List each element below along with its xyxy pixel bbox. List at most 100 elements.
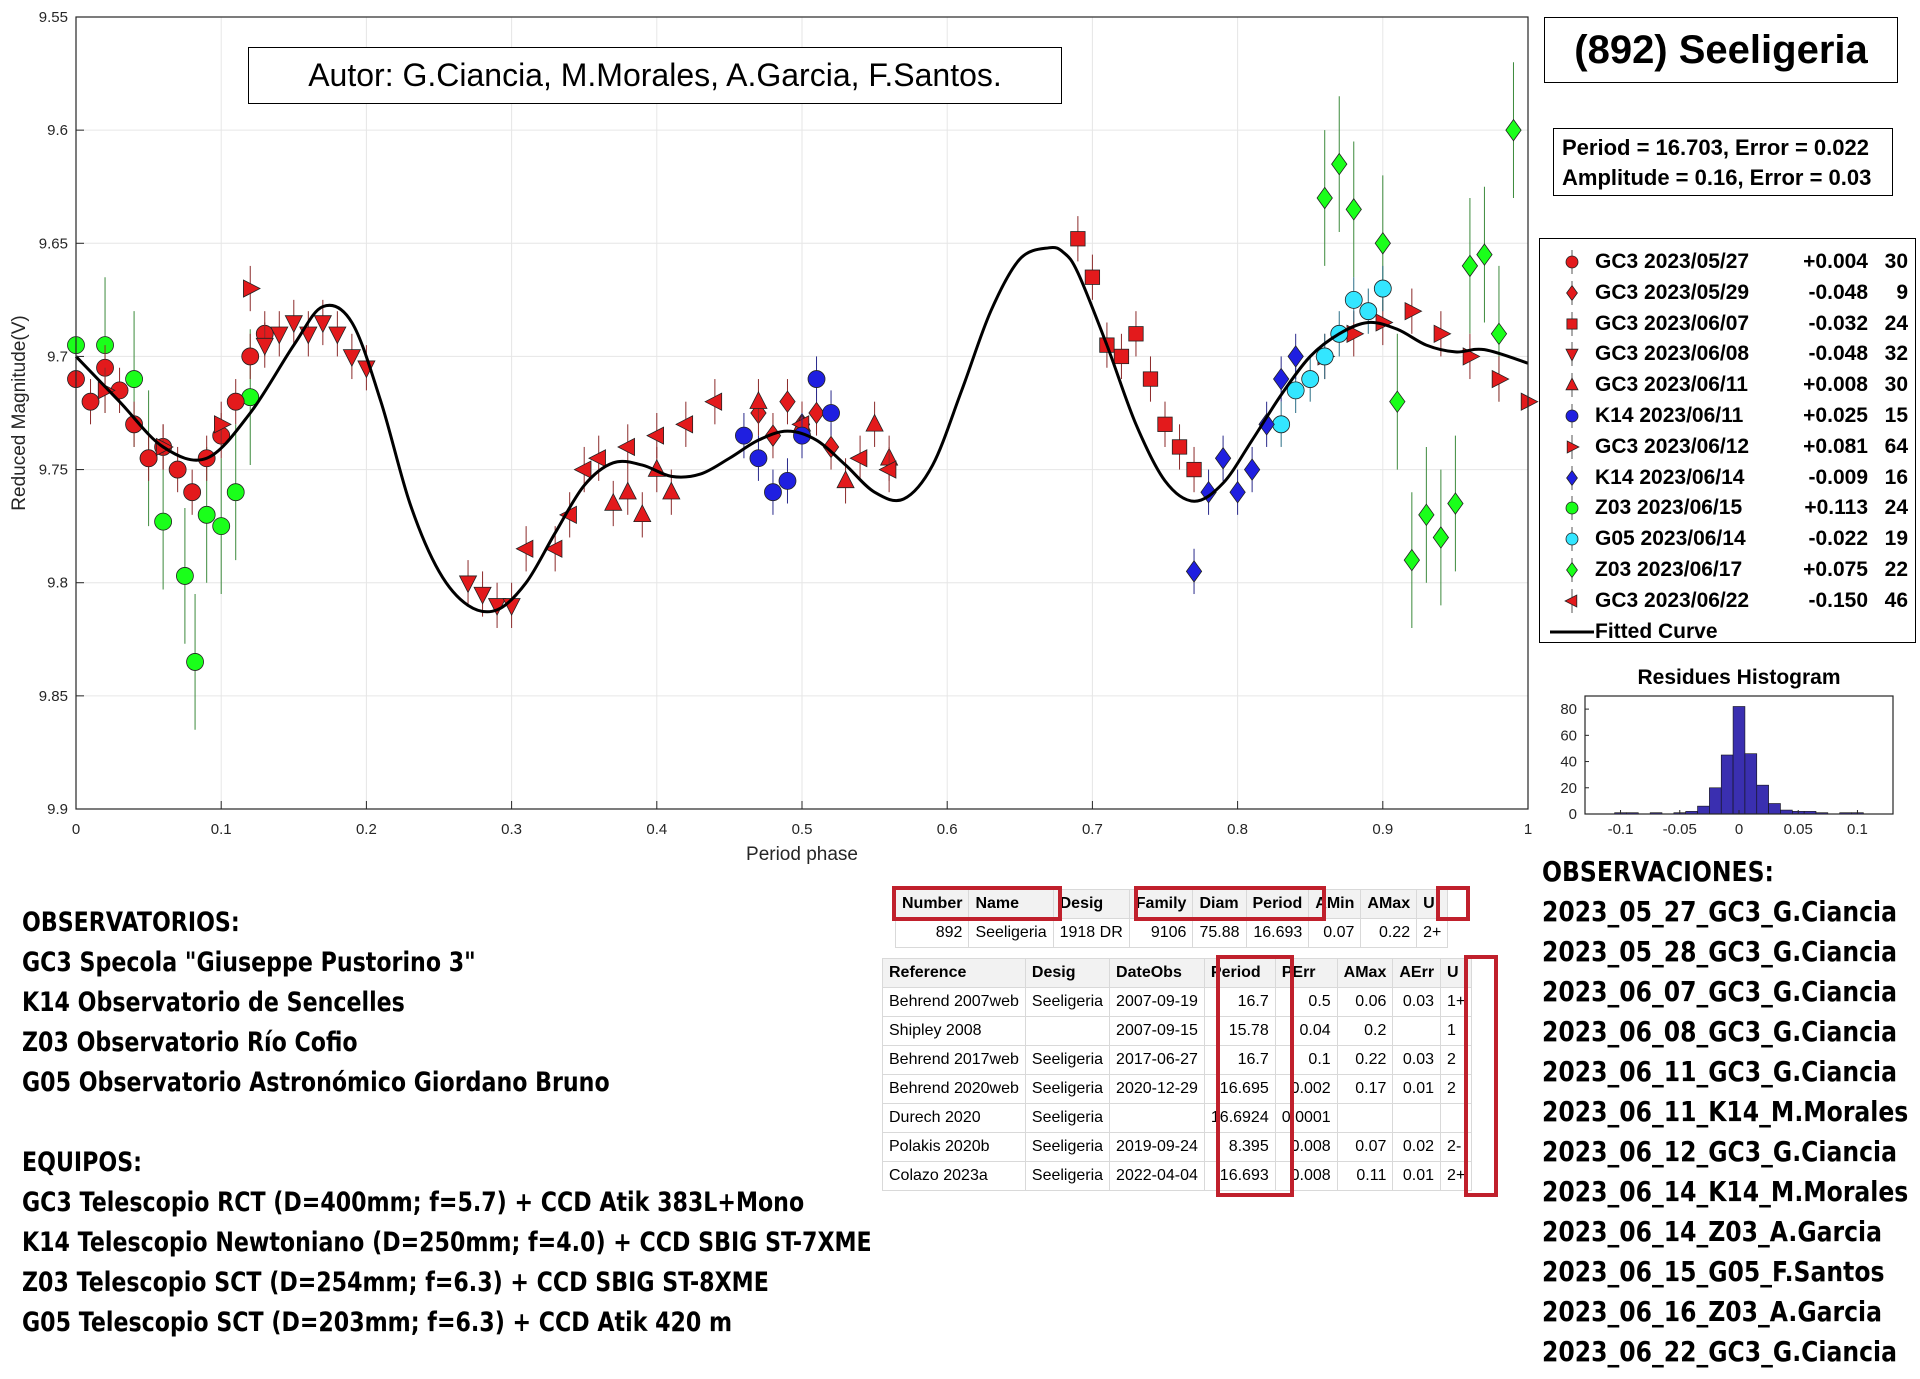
- table-cell: 2019-09-24: [1109, 1132, 1205, 1162]
- table-cell: 75.88: [1192, 918, 1247, 948]
- data-point: [241, 347, 260, 366]
- column-header: Name: [968, 889, 1054, 919]
- data-point: [808, 401, 825, 425]
- table-cell: 0.07: [1308, 918, 1362, 948]
- table-cell: 0.22: [1360, 918, 1418, 948]
- main-plot-ticks: 0 0.1 0.2 0.3 0.4 0.5 0.6 0.7 0.8 0.9 1 9.55 9.6 9.65…: [39, 9, 1532, 838]
- data-point: [1345, 198, 1362, 221]
- legend-offset: +0.113: [1804, 496, 1868, 520]
- table-cell: 2022-04-04: [1109, 1161, 1205, 1191]
- legend-count: 22: [1884, 558, 1908, 581]
- observatorios-heading: OBSERVATORIOS:: [22, 907, 240, 938]
- observatorio-line: GC3 Specola "Giuseppe Pustorino 3": [22, 947, 476, 978]
- data-point: [342, 349, 362, 368]
- data-point: [749, 449, 768, 468]
- table-row: Behrend 2007web Seeligeria 2007-09-19 16.7 0…: [882, 987, 1473, 1017]
- observacion-line: 2023_05_28_GC3_G.Ciancia: [1542, 935, 1897, 968]
- data-point: [822, 435, 840, 459]
- histogram-bar: [1756, 784, 1769, 815]
- data-point: [183, 483, 202, 502]
- chart-title: (892) Seeligeria: [1574, 27, 1868, 72]
- data-point: [573, 460, 592, 479]
- hist-y-tick-label: 80: [1560, 701, 1577, 718]
- legend-entry: GC3 2023/06/12 +0.081 64: [1540, 432, 1915, 462]
- y-tick-label: 9.6: [47, 122, 68, 139]
- legend-offset: -0.022: [1808, 527, 1868, 551]
- histogram-bars: [1614, 706, 1864, 815]
- legend-swatch: [1566, 311, 1578, 336]
- table-cell: 0.11: [1336, 1161, 1394, 1191]
- histogram-bar: [1768, 803, 1781, 815]
- legend-offset: -0.009: [1808, 465, 1868, 489]
- legend-entry: GC3 2023/05/29 -0.048 9: [1540, 278, 1915, 308]
- hist-y-tick-label: 20: [1560, 780, 1577, 797]
- legend-label: GC3 2023/06/08: [1595, 342, 1750, 366]
- y-tick-label: 9.55: [39, 9, 68, 26]
- table-cell: 16.6924: [1203, 1103, 1276, 1133]
- legend-entry: GC3 2023/06/07 -0.032 24: [1540, 309, 1915, 339]
- data-point: [213, 415, 232, 434]
- legend-label: G05 2023/06/14: [1595, 527, 1746, 551]
- data-point: [1315, 347, 1334, 366]
- column-header: DateObs: [1109, 958, 1205, 988]
- data-point: [1185, 560, 1203, 583]
- histogram-bar: [1744, 753, 1758, 815]
- table-cell: Polakis 2020b: [882, 1132, 1026, 1162]
- legend-count: 24: [1884, 311, 1908, 335]
- legend-offset: +0.008: [1803, 373, 1868, 397]
- table-cell: Seeligeria: [1024, 987, 1111, 1017]
- data-point: [807, 370, 826, 388]
- x-tick-label: 0.2: [356, 821, 377, 838]
- y-tick-label: 9.9: [47, 801, 68, 818]
- observatorio-line: G05 Observatorio Astronómico Giordano Br…: [22, 1067, 610, 1098]
- table-cell: [1392, 1016, 1442, 1046]
- lcdb-summary-header-row: Number Name Desig Family Diam Period AMi…: [894, 889, 1449, 919]
- observacion-line: 2023_06_14_Z03_A.Garcia: [1542, 1215, 1882, 1248]
- table-cell: 0.01: [1392, 1161, 1442, 1191]
- legend-marker: [1566, 318, 1578, 330]
- legend-entry: GC3 2023/05/27 +0.004 30: [1540, 247, 1915, 277]
- legend-entry: Z03 2023/06/17 +0.075 22: [1540, 555, 1915, 585]
- legend-entry: Fitted Curve: [1540, 617, 1915, 647]
- data-point: [764, 483, 782, 502]
- hist-x-tick-label: 0.1: [1847, 821, 1868, 838]
- table-cell: 0.07: [1336, 1132, 1394, 1162]
- observacion-line: 2023_06_14_K14_M.Morales: [1542, 1175, 1909, 1208]
- x-tick-label: 0: [72, 821, 80, 838]
- legend-offset: -0.048: [1808, 342, 1868, 366]
- legend-swatch: [1565, 527, 1579, 552]
- table-cell: Shipley 2008: [882, 1016, 1026, 1046]
- lcdb-summary-row: 892 Seeligeria 1918 DR 9106 75.88 16.693…: [894, 918, 1449, 948]
- hist-x-tick-label: -0.1: [1608, 821, 1634, 838]
- legend-count: 46: [1884, 588, 1908, 612]
- table-cell: [1109, 1103, 1205, 1133]
- data-point: [175, 567, 194, 585]
- data-point: [1070, 231, 1086, 247]
- table-cell: Seeligeria: [1024, 1074, 1111, 1104]
- legend-label: Fitted Curve: [1595, 619, 1718, 643]
- legend-entry: GC3 2023/06/08 -0.048 32: [1540, 339, 1915, 369]
- data-point: [1433, 324, 1452, 343]
- table-cell: 0.01: [1392, 1074, 1442, 1104]
- legend-marker: [1565, 255, 1579, 269]
- data-point: [1214, 446, 1232, 470]
- legend-swatch: [1565, 373, 1579, 398]
- x-tick-label: 0.5: [792, 821, 813, 838]
- data-point: [1374, 231, 1391, 255]
- legend-swatch: [1566, 280, 1578, 305]
- data-point: [243, 279, 261, 298]
- table-cell: 2+: [1416, 918, 1449, 948]
- legend-swatch: [1564, 588, 1578, 613]
- column-header: Number: [894, 889, 970, 919]
- data-point: [604, 492, 623, 511]
- histogram-bar: [1732, 706, 1746, 815]
- y-tick-label: 9.75: [39, 462, 68, 479]
- table-cell: Seeligeria: [1024, 1132, 1111, 1162]
- legend-swatch: [1550, 630, 1594, 634]
- legend-count: 32: [1884, 342, 1908, 366]
- legend-marker: [1565, 409, 1579, 423]
- legend-label: K14 2023/06/11: [1595, 404, 1744, 427]
- y-tick-label: 9.7: [47, 348, 68, 365]
- table-cell: Seeligeria: [1024, 1103, 1111, 1133]
